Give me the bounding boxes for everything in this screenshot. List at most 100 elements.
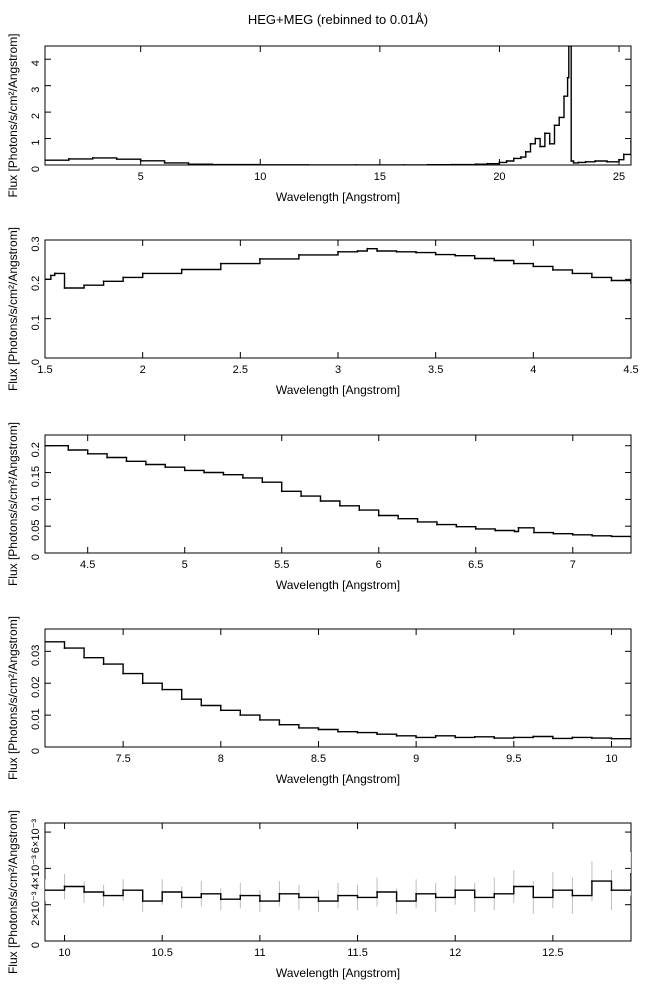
- data-point: [376, 250, 378, 252]
- data-point: [548, 142, 551, 145]
- data-point: [630, 872, 631, 875]
- data-point: [395, 900, 398, 902]
- data-point: [512, 736, 515, 739]
- data-point: [258, 718, 261, 721]
- x-tick-label: 2: [140, 364, 146, 376]
- data-point: [512, 885, 515, 888]
- plot-frame: [44, 239, 632, 359]
- plot-area: [45, 444, 631, 538]
- data-point: [163, 161, 166, 164]
- y-axis-label: Flux [Photons/s/cm²/Angstrom]: [6, 616, 20, 780]
- data-point: [45, 889, 46, 892]
- y-tick-label: 4: [30, 60, 42, 66]
- x-axis-label: Wavelength [Angstrom]: [276, 190, 400, 204]
- data-point: [278, 892, 281, 895]
- data-point: [566, 76, 569, 79]
- data-point: [376, 891, 378, 893]
- x-tick-label: 1.5: [37, 364, 52, 376]
- y-tick-label: 0: [30, 359, 42, 365]
- data-point: [397, 517, 400, 520]
- data-point: [298, 726, 300, 729]
- x-tick-label: 12.5: [542, 947, 563, 959]
- x-tick-label: 8: [218, 753, 224, 765]
- data-point: [200, 704, 203, 707]
- x-tick-label: 15: [374, 171, 386, 183]
- data-point: [83, 656, 85, 659]
- x-tick-label: 6: [376, 559, 382, 571]
- data-point: [591, 534, 594, 537]
- y-tick-label: 3: [30, 87, 42, 93]
- data-point: [524, 150, 527, 153]
- data-point: [45, 640, 46, 643]
- data-point: [187, 163, 190, 165]
- data-point: [512, 157, 515, 160]
- data-point: [145, 463, 147, 466]
- data-point: [567, 46, 570, 47]
- data-point: [532, 896, 535, 899]
- x-tick-label: 4.5: [623, 364, 638, 376]
- data-point: [63, 647, 66, 650]
- data-point: [180, 896, 183, 899]
- y-tick-label: 0.2: [30, 276, 42, 291]
- data-point: [591, 276, 593, 279]
- data-point: [494, 529, 497, 532]
- data-point: [552, 532, 555, 535]
- data-point: [45, 444, 46, 447]
- data-point: [183, 469, 186, 472]
- data-point: [91, 156, 94, 159]
- data-point: [122, 276, 125, 279]
- data-point: [450, 163, 453, 165]
- data-point: [115, 158, 118, 161]
- data-point: [529, 142, 532, 145]
- data-point: [455, 525, 458, 528]
- y-tick-label: 0.1: [30, 496, 42, 511]
- x-tick-label: 5.5: [274, 559, 289, 571]
- data-point: [259, 163, 262, 165]
- data-point: [317, 728, 320, 731]
- data-point: [317, 900, 320, 902]
- x-tick-label: 9.5: [506, 753, 521, 765]
- data-point: [551, 268, 554, 271]
- data-point: [558, 116, 561, 119]
- data-point: [102, 280, 105, 283]
- data-point: [563, 95, 565, 98]
- data-point: [610, 535, 613, 538]
- data-point: [319, 500, 322, 502]
- data-point: [219, 898, 222, 901]
- data-point: [45, 278, 46, 281]
- plot-frame: [44, 434, 632, 554]
- data-point: [630, 536, 631, 538]
- data-point: [53, 272, 56, 275]
- y-tick-label: 0.03: [30, 645, 42, 666]
- data-point: [571, 736, 574, 739]
- x-axis-label: Wavelength [Angstrom]: [276, 383, 400, 397]
- data-point: [594, 160, 597, 162]
- chart-panel-4: 7.5 8 8.5 9 9.5 10 0 0.01 0.02 0.03 Wavelength [An…: [6, 616, 632, 786]
- x-axis-label: Wavelength [Angstrom]: [276, 772, 400, 786]
- data-point: [141, 900, 144, 902]
- data-point: [239, 714, 242, 717]
- data-point: [486, 162, 489, 165]
- data-point: [83, 891, 85, 893]
- y-axis-label: Flux [Photons/s/cm²/Angstrom]: [6, 227, 20, 391]
- plot-area: [45, 640, 631, 740]
- data-point: [610, 889, 613, 892]
- x-tick-label: 20: [493, 171, 505, 183]
- x-tick-label: 12: [449, 947, 461, 959]
- data-point: [161, 891, 164, 893]
- x-tick-label: 8.5: [311, 753, 326, 765]
- plot-frame: [44, 628, 632, 748]
- data-point: [180, 698, 183, 701]
- data-point: [298, 896, 300, 899]
- data-point: [532, 265, 535, 268]
- x-tick-label: 11.5: [347, 947, 368, 959]
- data-point: [434, 896, 437, 899]
- x-axis-label: Wavelength [Angstrom]: [276, 578, 400, 592]
- plot-area: [45, 247, 631, 289]
- x-tick-label: 9: [413, 753, 419, 765]
- data-point: [358, 509, 361, 511]
- plot-area: [45, 46, 631, 165]
- y-tick-label: 0.15: [30, 466, 42, 487]
- data-point: [610, 279, 613, 282]
- chart-panel-2: 1.5 2 2.5 3 3.5 4 4.5 0 0.1 0.2 0.3 Wavelength [Ang…: [6, 227, 639, 397]
